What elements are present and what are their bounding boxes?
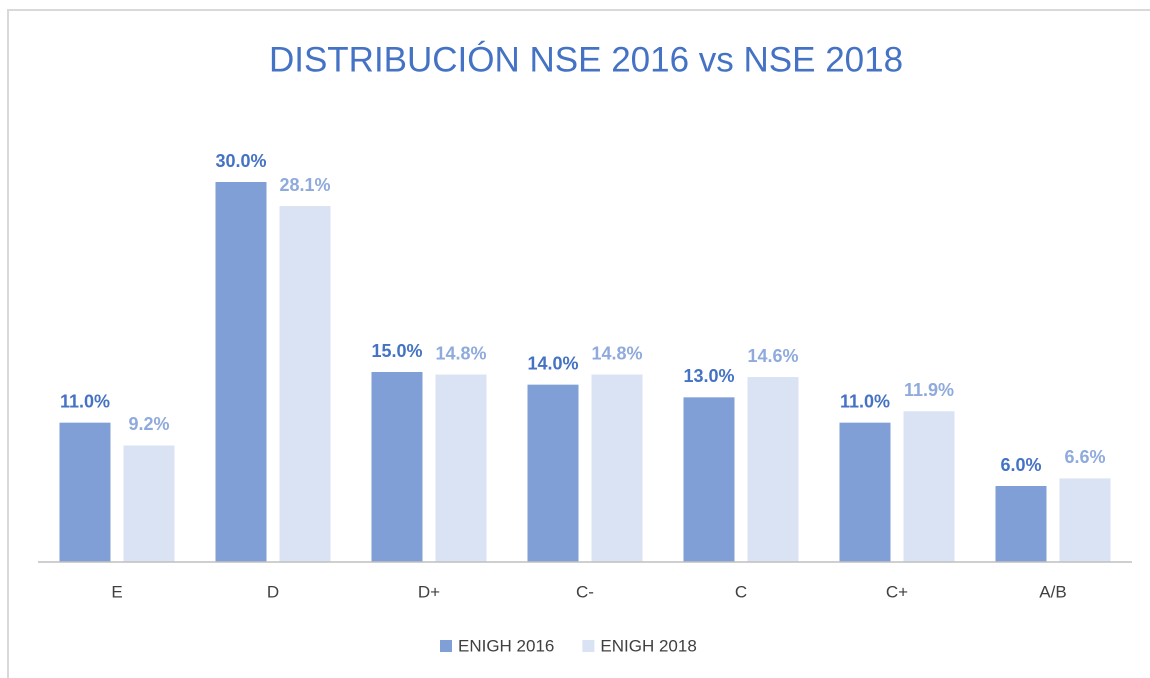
data-label: 28.1% [279,175,330,195]
bar [123,445,175,562]
frame [7,9,1150,678]
legend-label: ENIGH 2016 [458,636,554,655]
data-label: 6.6% [1064,447,1105,467]
bar [527,384,579,562]
data-label: 14.0% [527,353,578,373]
bar [995,486,1047,562]
bar [435,374,487,562]
data-label: 6.0% [1000,455,1041,475]
data-label: 14.8% [435,343,486,363]
chart-title: DISTRIBUCIÓN NSE 2016 vs NSE 2018 [269,40,903,79]
bar [371,372,423,562]
data-label: 30.0% [215,151,266,171]
data-label: 9.2% [128,414,169,434]
x-tick-label: D+ [418,582,440,601]
data-label: 13.0% [683,366,734,386]
data-label: 14.6% [747,346,798,366]
bar [839,422,891,562]
bar [747,377,799,562]
x-tick-label: E [111,582,122,601]
x-tick-label: C- [576,582,594,601]
data-label: 15.0% [371,341,422,361]
x-tick-label: C+ [886,582,908,601]
bar [215,182,267,562]
bar [59,422,111,562]
data-label: 11.9% [904,380,954,400]
legend-swatch [582,640,595,652]
bar [683,397,735,562]
data-label: 14.8% [591,343,642,363]
data-label: 11.0% [60,391,110,411]
bar [591,374,643,562]
bar [903,411,955,562]
legend-swatch [440,640,452,652]
x-tick-label: C [735,582,747,601]
bar [279,206,331,563]
bar [1059,478,1111,562]
legend-label: ENIGH 2018 [600,636,696,655]
x-tick-label: A/B [1039,582,1066,601]
x-tick-label: D [267,582,279,601]
data-label: 11.0% [840,391,890,411]
